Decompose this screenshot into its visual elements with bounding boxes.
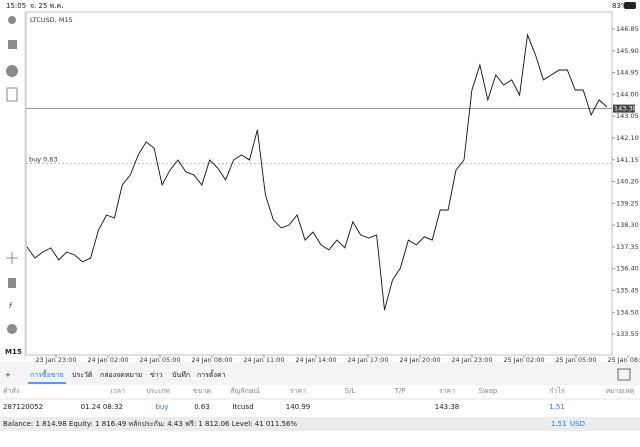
y-tick-label: 136.40 xyxy=(616,265,639,273)
tabs-bar xyxy=(0,362,640,385)
status-battery: 83% xyxy=(612,2,628,10)
table-header: ขนาด xyxy=(193,387,211,395)
y-tick-label: 140.20 xyxy=(616,178,639,186)
cell-time: 01.24 08:32 xyxy=(81,403,123,411)
table-header: หมายเหตุ xyxy=(606,387,635,395)
balance-currency: USD xyxy=(570,420,585,428)
price-tag-label: 143.38 xyxy=(614,105,637,113)
symbol-label: LTCUSD, M15 xyxy=(30,16,73,24)
table-header: S/L xyxy=(345,387,356,395)
y-tick-label: 143.05 xyxy=(616,112,639,120)
balance-bar xyxy=(0,417,640,431)
tab[interactable]: บันทึก xyxy=(172,370,190,379)
status-time: 15:05 xyxy=(6,2,26,10)
table-header: คำสั่ง xyxy=(3,386,19,395)
table-header: ราคา xyxy=(290,387,306,395)
add-button[interactable]: + xyxy=(5,371,11,379)
trade-icon[interactable] xyxy=(8,40,17,49)
y-tick-label: 134.50 xyxy=(616,308,639,316)
y-tick-label: 133.55 xyxy=(616,330,639,338)
tab[interactable]: กล่องจดหมาย xyxy=(100,371,142,379)
indicator-icon[interactable]: f xyxy=(9,302,13,310)
layout-icon[interactable] xyxy=(617,368,631,381)
new-icon[interactable] xyxy=(6,87,18,102)
price-tag xyxy=(613,104,635,113)
x-tick-label: 25 Jan 05:00 xyxy=(555,356,596,364)
price-line-series xyxy=(26,33,608,311)
table-header: ประเภท xyxy=(146,387,170,395)
y-tick-label: 141.15 xyxy=(616,156,639,164)
y-tick-label: 142.10 xyxy=(616,134,639,142)
balance-summary: Balance: 1 814.98 Equity: 1 816.49 หลักป… xyxy=(3,420,297,428)
status-date: จ. 25 พ.ค. xyxy=(30,2,63,10)
y-tick-label: 144.00 xyxy=(616,90,639,98)
x-tick-label: 23 Jan 23:00 xyxy=(35,356,76,364)
tab[interactable]: ข่าว xyxy=(150,371,163,379)
timeframe[interactable]: M15 xyxy=(5,348,22,356)
order-label: buy 0.63 xyxy=(29,155,58,163)
chart-frame xyxy=(25,11,613,356)
cell-open-price: 140.99 xyxy=(286,403,311,411)
x-tick-label: 24 Jan 20:00 xyxy=(399,356,440,364)
cell-symbol: ltcusd xyxy=(232,403,253,411)
table-header: กำไร xyxy=(549,386,565,395)
x-tick-label: 24 Jan 11:00 xyxy=(243,356,284,364)
table-header: T/P xyxy=(394,387,406,395)
y-tick-label: 138.30 xyxy=(616,221,639,229)
battery-icon xyxy=(624,2,636,9)
chat-icon[interactable] xyxy=(6,65,18,77)
x-tick-label: 24 Jan 08:00 xyxy=(191,356,232,364)
cell-type: buy xyxy=(155,403,168,411)
y-tick-label: 135.45 xyxy=(616,287,639,295)
tab[interactable]: การซื้อขาย xyxy=(30,368,64,379)
objects-icon[interactable] xyxy=(7,324,17,334)
x-tick-label: 24 Jan 23:00 xyxy=(451,356,492,364)
x-tick-label: 25 Jan 02:00 xyxy=(503,356,544,364)
y-tick-label: 145.90 xyxy=(616,47,639,55)
y-tick-label: 137.35 xyxy=(616,243,639,251)
toolbar-icons: f xyxy=(6,16,18,334)
y-tick-label: 144.95 xyxy=(616,69,639,77)
balance-total: 1.51 xyxy=(551,420,567,428)
tab[interactable]: ประวัติ xyxy=(72,371,93,379)
y-tick-label: 146.85 xyxy=(616,25,639,33)
table-header: เวลา xyxy=(110,387,125,395)
x-tick-label: 24 Jan 17:00 xyxy=(347,356,388,364)
cell-price: 143.38 xyxy=(435,403,460,411)
table-header: ราคา xyxy=(439,387,455,395)
x-tick-label: 25 Jan 08:00 xyxy=(607,356,640,364)
account-icon[interactable] xyxy=(8,16,16,24)
candles-icon[interactable] xyxy=(8,278,16,288)
cell-order: 287120052 xyxy=(3,403,43,411)
tab[interactable]: การตั้งค่า xyxy=(197,368,226,379)
x-tick-label: 24 Jan 02:00 xyxy=(87,356,128,364)
crosshair-icon[interactable] xyxy=(6,252,18,264)
cell-size: 0.63 xyxy=(194,403,210,411)
x-tick-label: 24 Jan 14:00 xyxy=(295,356,336,364)
y-tick-label: 139.25 xyxy=(616,199,639,207)
x-tick-label: 24 Jan 05:00 xyxy=(139,356,180,364)
cell-profit: 1.51 xyxy=(549,403,565,411)
table-header: Swap xyxy=(479,387,498,395)
table-header: สัญลักษณ์ xyxy=(230,387,260,395)
